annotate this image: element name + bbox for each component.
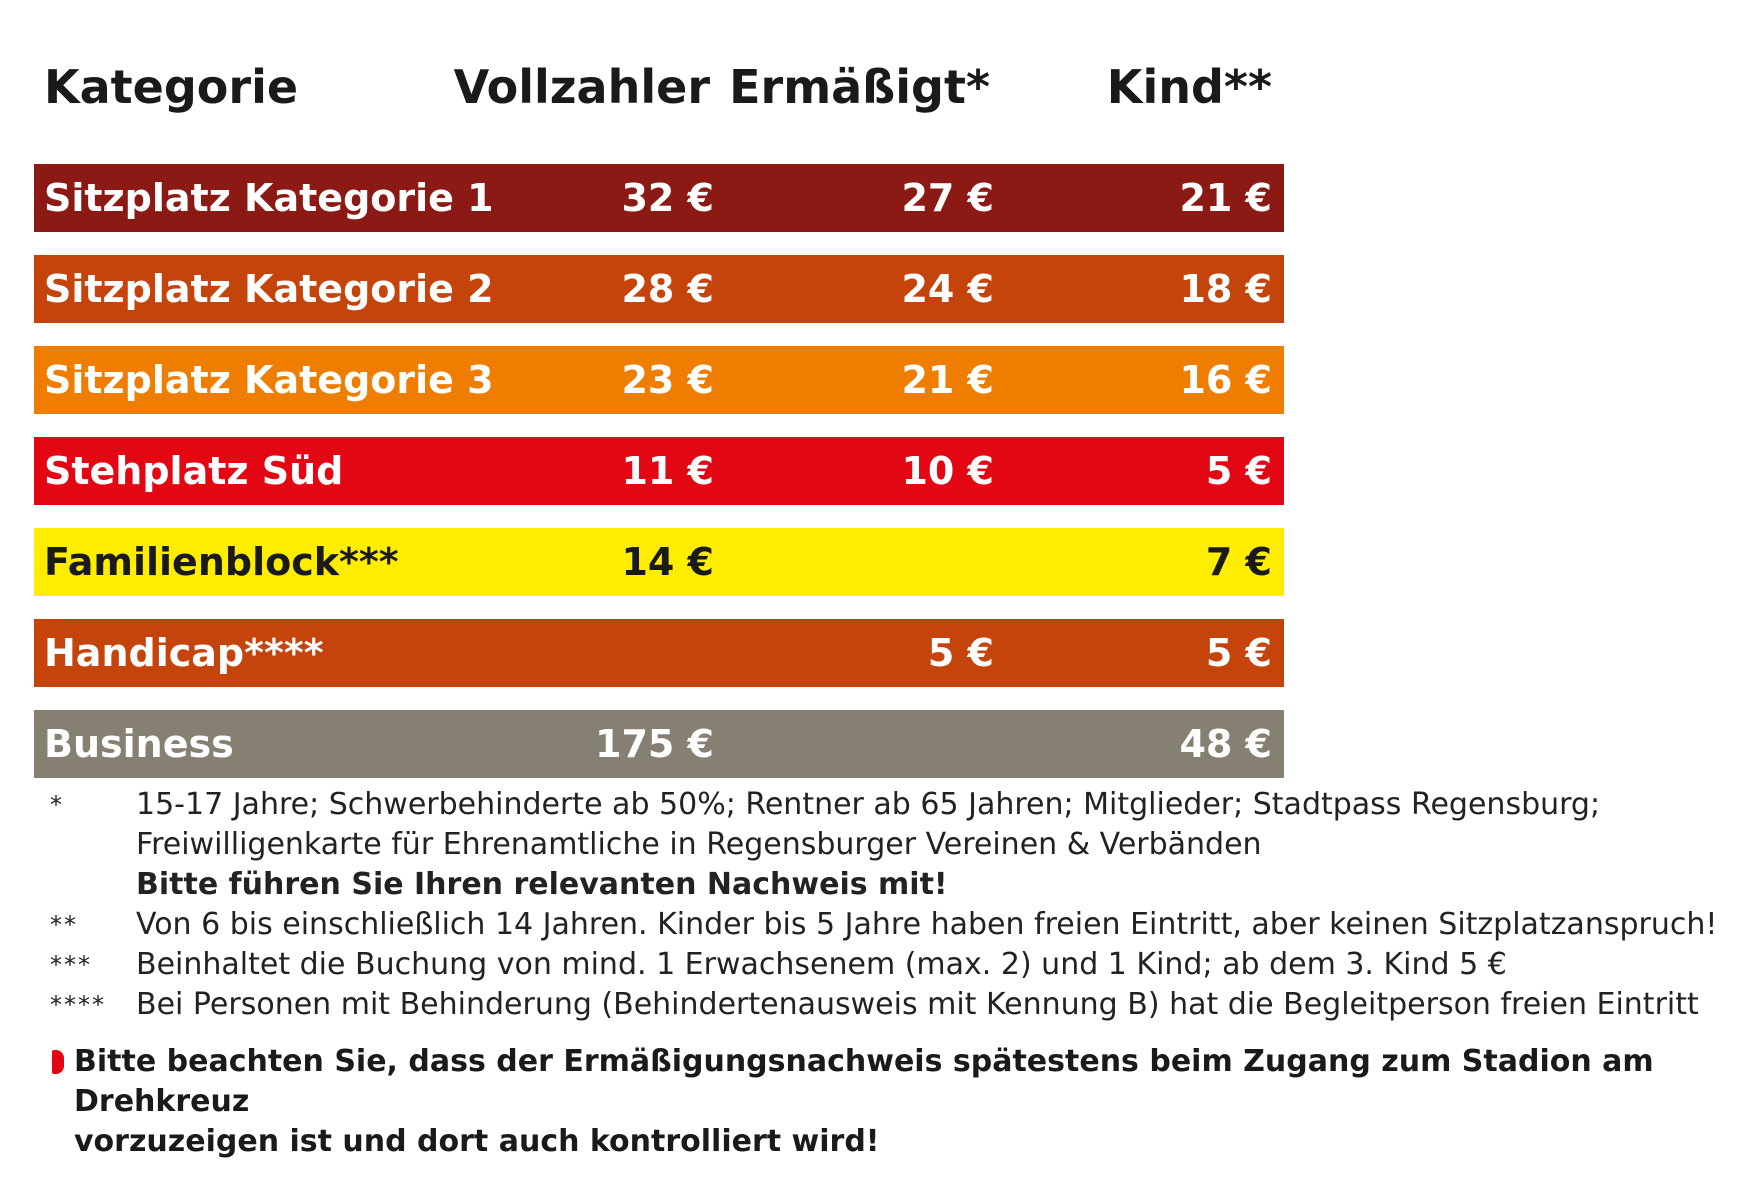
- row-name: Business: [44, 722, 234, 766]
- price-kind: 16 €: [1179, 358, 1272, 402]
- footnote-1: * 15-17 Jahre; Schwerbehinderte ab 50%; …: [50, 785, 1730, 905]
- row-name: Sitzplatz Kategorie 2: [44, 267, 494, 311]
- header-kategorie: Kategorie: [44, 60, 299, 114]
- row-sitzplatz-kategorie-2: Sitzplatz Kategorie 2 28 € 24 € 18 €: [34, 255, 1284, 323]
- price-kind: 18 €: [1179, 267, 1272, 311]
- footnote-mark: **: [50, 911, 78, 939]
- footnote-text: Bei Personen mit Behinderung (Behinderte…: [136, 987, 1699, 1022]
- price-ermaessigt: 27 €: [901, 176, 994, 220]
- footnote-2: ** Von 6 bis einschließlich 14 Jahren. K…: [50, 905, 1730, 945]
- footnote-bold-text: Bitte führen Sie Ihren relevanten Nachwe…: [136, 867, 948, 902]
- price-ermaessigt: 10 €: [901, 449, 994, 493]
- price-kind: 21 €: [1179, 176, 1272, 220]
- row-business: Business 175 € 48 €: [34, 710, 1284, 778]
- footnote-mark: ****: [50, 991, 106, 1019]
- row-familienblock: Familienblock*** 14 € 7 €: [34, 528, 1284, 596]
- price-ermaessigt: 5 €: [927, 631, 994, 675]
- price-vollzahler: 14 €: [621, 540, 714, 584]
- price-kind: 5 €: [1205, 449, 1272, 493]
- price-table: Sitzplatz Kategorie 1 32 € 27 € 21 € Sit…: [34, 164, 1284, 801]
- footnote-4: **** Bei Personen mit Behinderung (Behin…: [50, 985, 1730, 1025]
- header-vollzahler: Vollzahler: [453, 60, 710, 114]
- footnote-mark: ***: [50, 951, 92, 979]
- notice-text: vorzuzeigen ist und dort auch kontrollie…: [74, 1124, 880, 1159]
- red-bullet-icon: [52, 1050, 64, 1074]
- row-name: Handicap****: [44, 631, 324, 675]
- footnote-text: Von 6 bis einschließlich 14 Jahren. Kind…: [136, 907, 1718, 942]
- row-name: Familienblock***: [44, 540, 399, 584]
- header-ermaessigt: Ermäßigt*: [729, 60, 990, 114]
- notice: Bitte beachten Sie, dass der Ermäßigungs…: [50, 1042, 1748, 1162]
- footnote-text: Beinhaltet die Buchung von mind. 1 Erwac…: [136, 947, 1507, 982]
- price-kind: 5 €: [1205, 631, 1272, 675]
- footnote-text: Freiwilligenkarte für Ehrenamtliche in R…: [136, 827, 1262, 862]
- price-vollzahler: 28 €: [621, 267, 714, 311]
- price-ermaessigt: 24 €: [901, 267, 994, 311]
- footnote-3: *** Beinhaltet die Buchung von mind. 1 E…: [50, 945, 1730, 985]
- row-name: Stehplatz Süd: [44, 449, 344, 493]
- footnote-text: 15-17 Jahre; Schwerbehinderte ab 50%; Re…: [136, 787, 1601, 822]
- price-vollzahler: 175 €: [595, 722, 714, 766]
- footnotes: * 15-17 Jahre; Schwerbehinderte ab 50%; …: [50, 785, 1730, 1025]
- row-name: Sitzplatz Kategorie 3: [44, 358, 494, 402]
- notice-text: Bitte beachten Sie, dass der Ermäßigungs…: [74, 1044, 1654, 1119]
- price-vollzahler: 11 €: [621, 449, 714, 493]
- price-kind: 48 €: [1179, 722, 1272, 766]
- row-handicap: Handicap**** 5 € 5 €: [34, 619, 1284, 687]
- row-name: Sitzplatz Kategorie 1: [44, 176, 494, 220]
- row-sitzplatz-kategorie-3: Sitzplatz Kategorie 3 23 € 21 € 16 €: [34, 346, 1284, 414]
- price-kind: 7 €: [1205, 540, 1272, 584]
- price-vollzahler: 23 €: [621, 358, 714, 402]
- header-kind: Kind**: [1106, 60, 1272, 114]
- table-header: Kategorie Vollzahler Ermäßigt* Kind**: [0, 52, 1290, 122]
- row-stehplatz-sued: Stehplatz Süd 11 € 10 € 5 €: [34, 437, 1284, 505]
- price-vollzahler: 32 €: [621, 176, 714, 220]
- row-sitzplatz-kategorie-1: Sitzplatz Kategorie 1 32 € 27 € 21 €: [34, 164, 1284, 232]
- footnote-mark: *: [50, 791, 64, 819]
- price-ermaessigt: 21 €: [901, 358, 994, 402]
